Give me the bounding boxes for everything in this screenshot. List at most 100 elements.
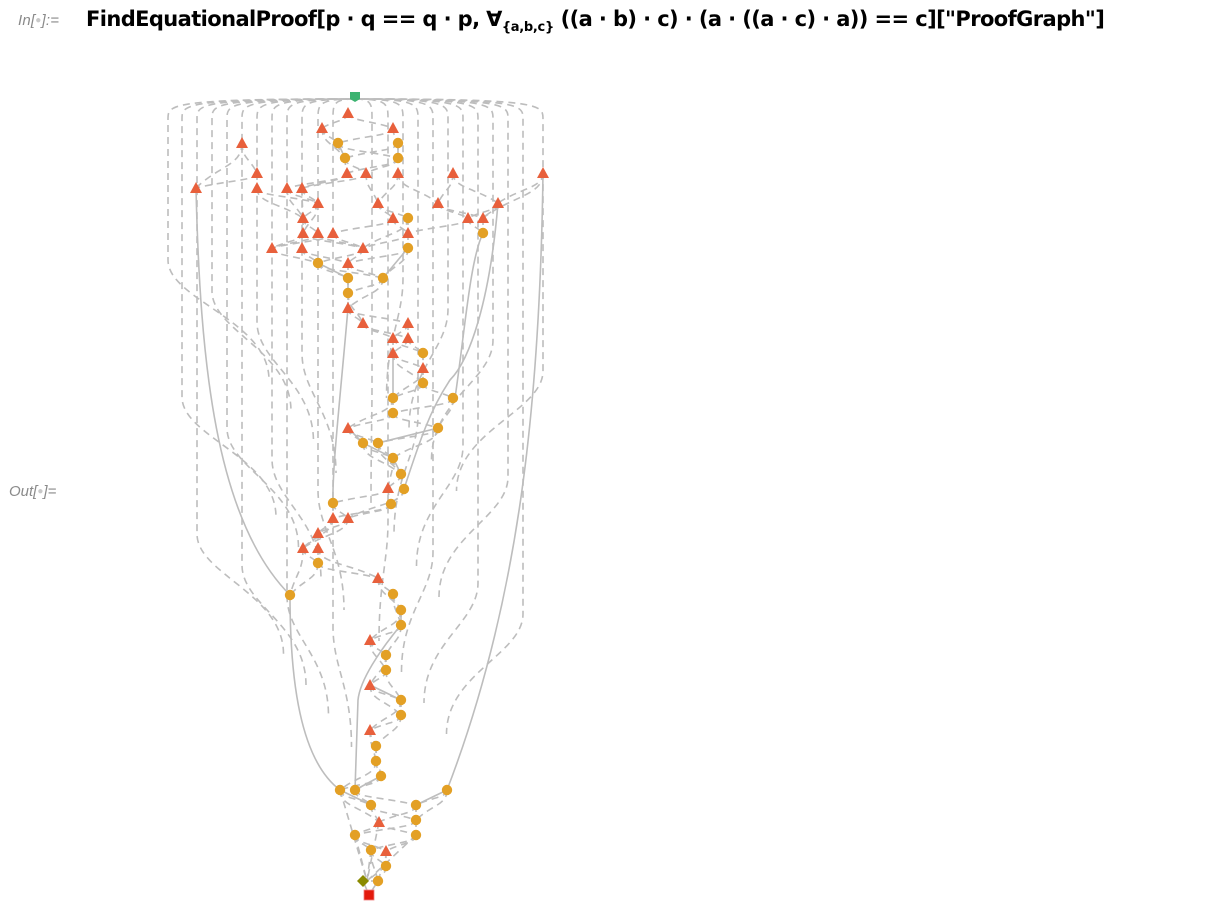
axiom-triangle-node[interactable] — [327, 512, 339, 523]
lemma-circle-node[interactable] — [380, 860, 392, 872]
lemma-circle-node[interactable] — [387, 588, 399, 600]
axiom-triangle-node[interactable] — [492, 197, 504, 208]
axiom-triangle-node[interactable] — [316, 122, 328, 133]
axiom-triangle-node[interactable] — [360, 167, 372, 178]
axiom-triangle-node[interactable] — [342, 422, 354, 433]
axiom-triangle-node[interactable] — [387, 122, 399, 133]
axiom-triangle-node[interactable] — [417, 362, 429, 373]
axiom-triangle-node[interactable] — [373, 816, 385, 827]
axiom-triangle-node[interactable] — [380, 845, 392, 856]
conclusion-node[interactable] — [363, 889, 375, 901]
axiom-triangle-node[interactable] — [402, 227, 414, 238]
lemma-circle-node[interactable] — [395, 709, 407, 721]
axiom-triangle-node[interactable] — [357, 317, 369, 328]
axiom-triangle-node[interactable] — [462, 212, 474, 223]
axiom-triangle-node[interactable] — [372, 197, 384, 208]
substitution-diamond-node[interactable] — [357, 875, 369, 887]
axiom-triangle-node[interactable] — [372, 572, 384, 583]
lemma-circle-node[interactable] — [365, 799, 377, 811]
lemma-circle-node[interactable] — [402, 242, 414, 254]
lemma-circle-node[interactable] — [447, 392, 459, 404]
lemma-circle-node[interactable] — [387, 452, 399, 464]
axiom-triangle-node[interactable] — [251, 182, 263, 193]
lemma-circle-node[interactable] — [395, 468, 407, 480]
lemma-circle-node[interactable] — [312, 557, 324, 569]
lemma-circle-node[interactable] — [392, 152, 404, 164]
axiom-triangle-node[interactable] — [382, 482, 394, 493]
axiom-triangle-node[interactable] — [297, 227, 309, 238]
axiom-triangle-node[interactable] — [266, 242, 278, 253]
lemma-circle-node[interactable] — [380, 664, 392, 676]
axiom-triangle-node[interactable] — [296, 242, 308, 253]
lemma-circle-node[interactable] — [370, 740, 382, 752]
lemma-circle-node[interactable] — [387, 407, 399, 419]
lemma-circle-node[interactable] — [375, 770, 387, 782]
lemma-circle-node[interactable] — [410, 829, 422, 841]
lemma-circle-node[interactable] — [432, 422, 444, 434]
axiom-triangle-node[interactable] — [364, 679, 376, 690]
lemma-circle-node[interactable] — [398, 483, 410, 495]
axiom-triangle-node[interactable] — [190, 182, 202, 193]
lemma-circle-node[interactable] — [349, 784, 361, 796]
axiom-triangle-node[interactable] — [402, 317, 414, 328]
lemma-circle-node[interactable] — [332, 137, 344, 149]
hypothesis-node[interactable] — [350, 92, 360, 102]
axiom-triangle-node[interactable] — [477, 212, 489, 223]
lemma-circle-node[interactable] — [392, 137, 404, 149]
input-expression[interactable]: FindEquationalProof[p · q == q · p, ∀{a,… — [86, 7, 1105, 35]
lemma-circle-node[interactable] — [372, 875, 384, 887]
axiom-triangle-node[interactable] — [341, 167, 353, 178]
axiom-triangle-node[interactable] — [387, 212, 399, 223]
axiom-triangle-node[interactable] — [312, 542, 324, 553]
axiom-triangle-node[interactable] — [312, 197, 324, 208]
axiom-triangle-node[interactable] — [342, 107, 354, 118]
lemma-circle-node[interactable] — [387, 392, 399, 404]
lemma-circle-node[interactable] — [410, 814, 422, 826]
axiom-triangle-node[interactable] — [537, 167, 549, 178]
axiom-triangle-node[interactable] — [342, 257, 354, 268]
lemma-circle-node[interactable] — [372, 437, 384, 449]
lemma-circle-node[interactable] — [477, 227, 489, 239]
lemma-circle-node[interactable] — [339, 152, 351, 164]
lemma-circle-node[interactable] — [385, 498, 397, 510]
axiom-triangle-node[interactable] — [387, 347, 399, 358]
lemma-circle-node[interactable] — [342, 272, 354, 284]
axiom-triangle-node[interactable] — [281, 182, 293, 193]
lemma-circle-node[interactable] — [312, 257, 324, 269]
axiom-triangle-node[interactable] — [296, 182, 308, 193]
lemma-circle-node[interactable] — [380, 649, 392, 661]
lemma-circle-node[interactable] — [410, 799, 422, 811]
axiom-triangle-node[interactable] — [447, 167, 459, 178]
lemma-circle-node[interactable] — [441, 784, 453, 796]
axiom-triangle-node[interactable] — [312, 227, 324, 238]
lemma-circle-node[interactable] — [395, 694, 407, 706]
lemma-circle-node[interactable] — [402, 212, 414, 224]
lemma-circle-node[interactable] — [349, 829, 361, 841]
lemma-circle-node[interactable] — [327, 497, 339, 509]
axiom-triangle-node[interactable] — [327, 227, 339, 238]
axiom-triangle-node[interactable] — [342, 512, 354, 523]
axiom-triangle-node[interactable] — [251, 167, 263, 178]
lemma-circle-node[interactable] — [395, 604, 407, 616]
axiom-triangle-node[interactable] — [432, 197, 444, 208]
lemma-circle-node[interactable] — [284, 589, 296, 601]
axiom-triangle-node[interactable] — [236, 137, 248, 148]
lemma-circle-node[interactable] — [370, 755, 382, 767]
lemma-circle-node[interactable] — [417, 347, 429, 359]
axiom-triangle-node[interactable] — [387, 332, 399, 343]
lemma-circle-node[interactable] — [357, 437, 369, 449]
axiom-triangle-node[interactable] — [342, 302, 354, 313]
axiom-triangle-node[interactable] — [297, 212, 309, 223]
axiom-triangle-node[interactable] — [297, 542, 309, 553]
axiom-triangle-node[interactable] — [364, 724, 376, 735]
axiom-triangle-node[interactable] — [357, 242, 369, 253]
axiom-triangle-node[interactable] — [364, 634, 376, 645]
lemma-circle-node[interactable] — [365, 844, 377, 856]
lemma-circle-node[interactable] — [395, 619, 407, 631]
lemma-circle-node[interactable] — [377, 272, 389, 284]
lemma-circle-node[interactable] — [342, 287, 354, 299]
lemma-circle-node[interactable] — [334, 784, 346, 796]
axiom-triangle-node[interactable] — [392, 167, 404, 178]
axiom-triangle-node[interactable] — [402, 332, 414, 343]
